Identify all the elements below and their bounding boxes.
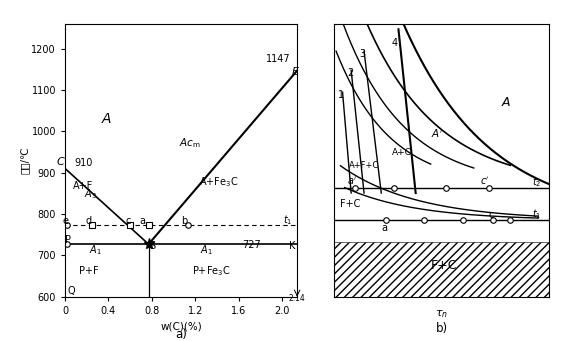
- Text: $\tau_n$: $\tau_n$: [435, 308, 448, 320]
- Text: b): b): [435, 322, 448, 335]
- Text: 727: 727: [242, 240, 261, 250]
- Text: Q: Q: [67, 286, 75, 296]
- Text: b: b: [181, 216, 187, 226]
- Text: a: a: [139, 216, 145, 226]
- Text: $A_3$: $A_3$: [84, 188, 97, 201]
- Text: C: C: [57, 157, 65, 167]
- Text: 1147: 1147: [267, 54, 291, 64]
- Text: 910: 910: [75, 159, 93, 168]
- Text: a): a): [175, 328, 187, 341]
- Text: E: E: [291, 67, 299, 77]
- Text: $A'$: $A'$: [431, 128, 443, 140]
- Text: c: c: [489, 210, 494, 220]
- Text: $A_1$: $A_1$: [89, 243, 102, 257]
- Text: F+C: F+C: [431, 260, 457, 272]
- Text: K: K: [289, 241, 295, 251]
- Text: A+C: A+C: [392, 148, 412, 157]
- Text: $A_1$: $A_1$: [200, 243, 212, 257]
- Text: $Ac_{\rm m}$: $Ac_{\rm m}$: [179, 136, 201, 150]
- Text: A: A: [101, 112, 111, 126]
- X-axis label: w(C)(%): w(C)(%): [160, 321, 202, 331]
- Text: P+F: P+F: [79, 266, 98, 276]
- Text: e: e: [63, 216, 69, 226]
- Text: c: c: [125, 216, 131, 226]
- Text: P: P: [65, 235, 71, 245]
- Text: A+F+C: A+F+C: [349, 161, 379, 170]
- Text: $t_2$: $t_2$: [532, 175, 541, 189]
- Text: S: S: [149, 241, 156, 251]
- Text: $a'$: $a'$: [347, 175, 357, 187]
- Text: 2.14: 2.14: [289, 294, 306, 303]
- Text: a: a: [381, 223, 387, 233]
- Text: A+F: A+F: [74, 181, 93, 191]
- Text: $t_1$: $t_1$: [532, 208, 541, 221]
- Text: F+C: F+C: [340, 199, 361, 209]
- Text: 3: 3: [360, 49, 366, 59]
- Text: P+Fe$_3$C: P+Fe$_3$C: [192, 264, 231, 278]
- Text: 2: 2: [347, 68, 353, 78]
- Text: $t_1$: $t_1$: [282, 213, 292, 227]
- Y-axis label: 温度/℃: 温度/℃: [20, 146, 30, 174]
- Text: A+Fe$_3$C: A+Fe$_3$C: [199, 175, 239, 189]
- Text: d: d: [86, 216, 92, 226]
- Text: 4: 4: [392, 38, 398, 48]
- Text: A: A: [501, 96, 510, 109]
- Text: $c'$: $c'$: [480, 175, 490, 187]
- Text: 1: 1: [338, 90, 344, 100]
